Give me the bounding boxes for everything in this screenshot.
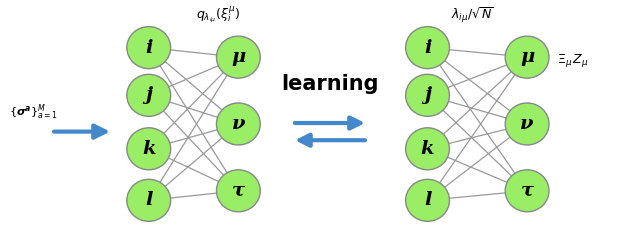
Circle shape (216, 103, 260, 145)
Circle shape (127, 128, 171, 170)
Circle shape (127, 179, 171, 221)
Text: $\{\boldsymbol{\sigma}^{\boldsymbol{a}}\}_{a=1}^{M}$: $\{\boldsymbol{\sigma}^{\boldsymbol{a}}\… (10, 103, 58, 122)
Circle shape (127, 27, 171, 69)
Circle shape (406, 27, 449, 69)
Text: learning: learning (281, 74, 379, 94)
Text: ν: ν (232, 115, 245, 133)
Text: j: j (424, 86, 431, 104)
Circle shape (406, 179, 449, 221)
Text: k: k (420, 140, 435, 158)
Text: τ: τ (520, 182, 534, 200)
Text: l: l (145, 191, 152, 209)
Text: i: i (145, 39, 152, 57)
Text: $\Xi_{\mu}\, Z_{\mu}$: $\Xi_{\mu}\, Z_{\mu}$ (557, 51, 589, 69)
Text: ν: ν (520, 115, 534, 133)
Text: $\lambda_{i\mu}/\sqrt{N}$: $\lambda_{i\mu}/\sqrt{N}$ (451, 5, 494, 25)
Circle shape (406, 74, 449, 116)
Circle shape (406, 128, 449, 170)
Text: k: k (142, 140, 156, 158)
Circle shape (216, 36, 260, 78)
Circle shape (505, 170, 549, 212)
Text: τ: τ (232, 182, 245, 200)
Circle shape (216, 170, 260, 212)
Circle shape (505, 103, 549, 145)
Text: $q_{\lambda_{i\mu}}(\xi_i^{\mu})$: $q_{\lambda_{i\mu}}(\xi_i^{\mu})$ (196, 4, 239, 25)
Text: j: j (145, 86, 152, 104)
Circle shape (505, 36, 549, 78)
Text: μ: μ (520, 48, 534, 66)
Text: i: i (424, 39, 431, 57)
Text: μ: μ (231, 48, 246, 66)
Circle shape (127, 74, 171, 116)
Text: l: l (424, 191, 431, 209)
